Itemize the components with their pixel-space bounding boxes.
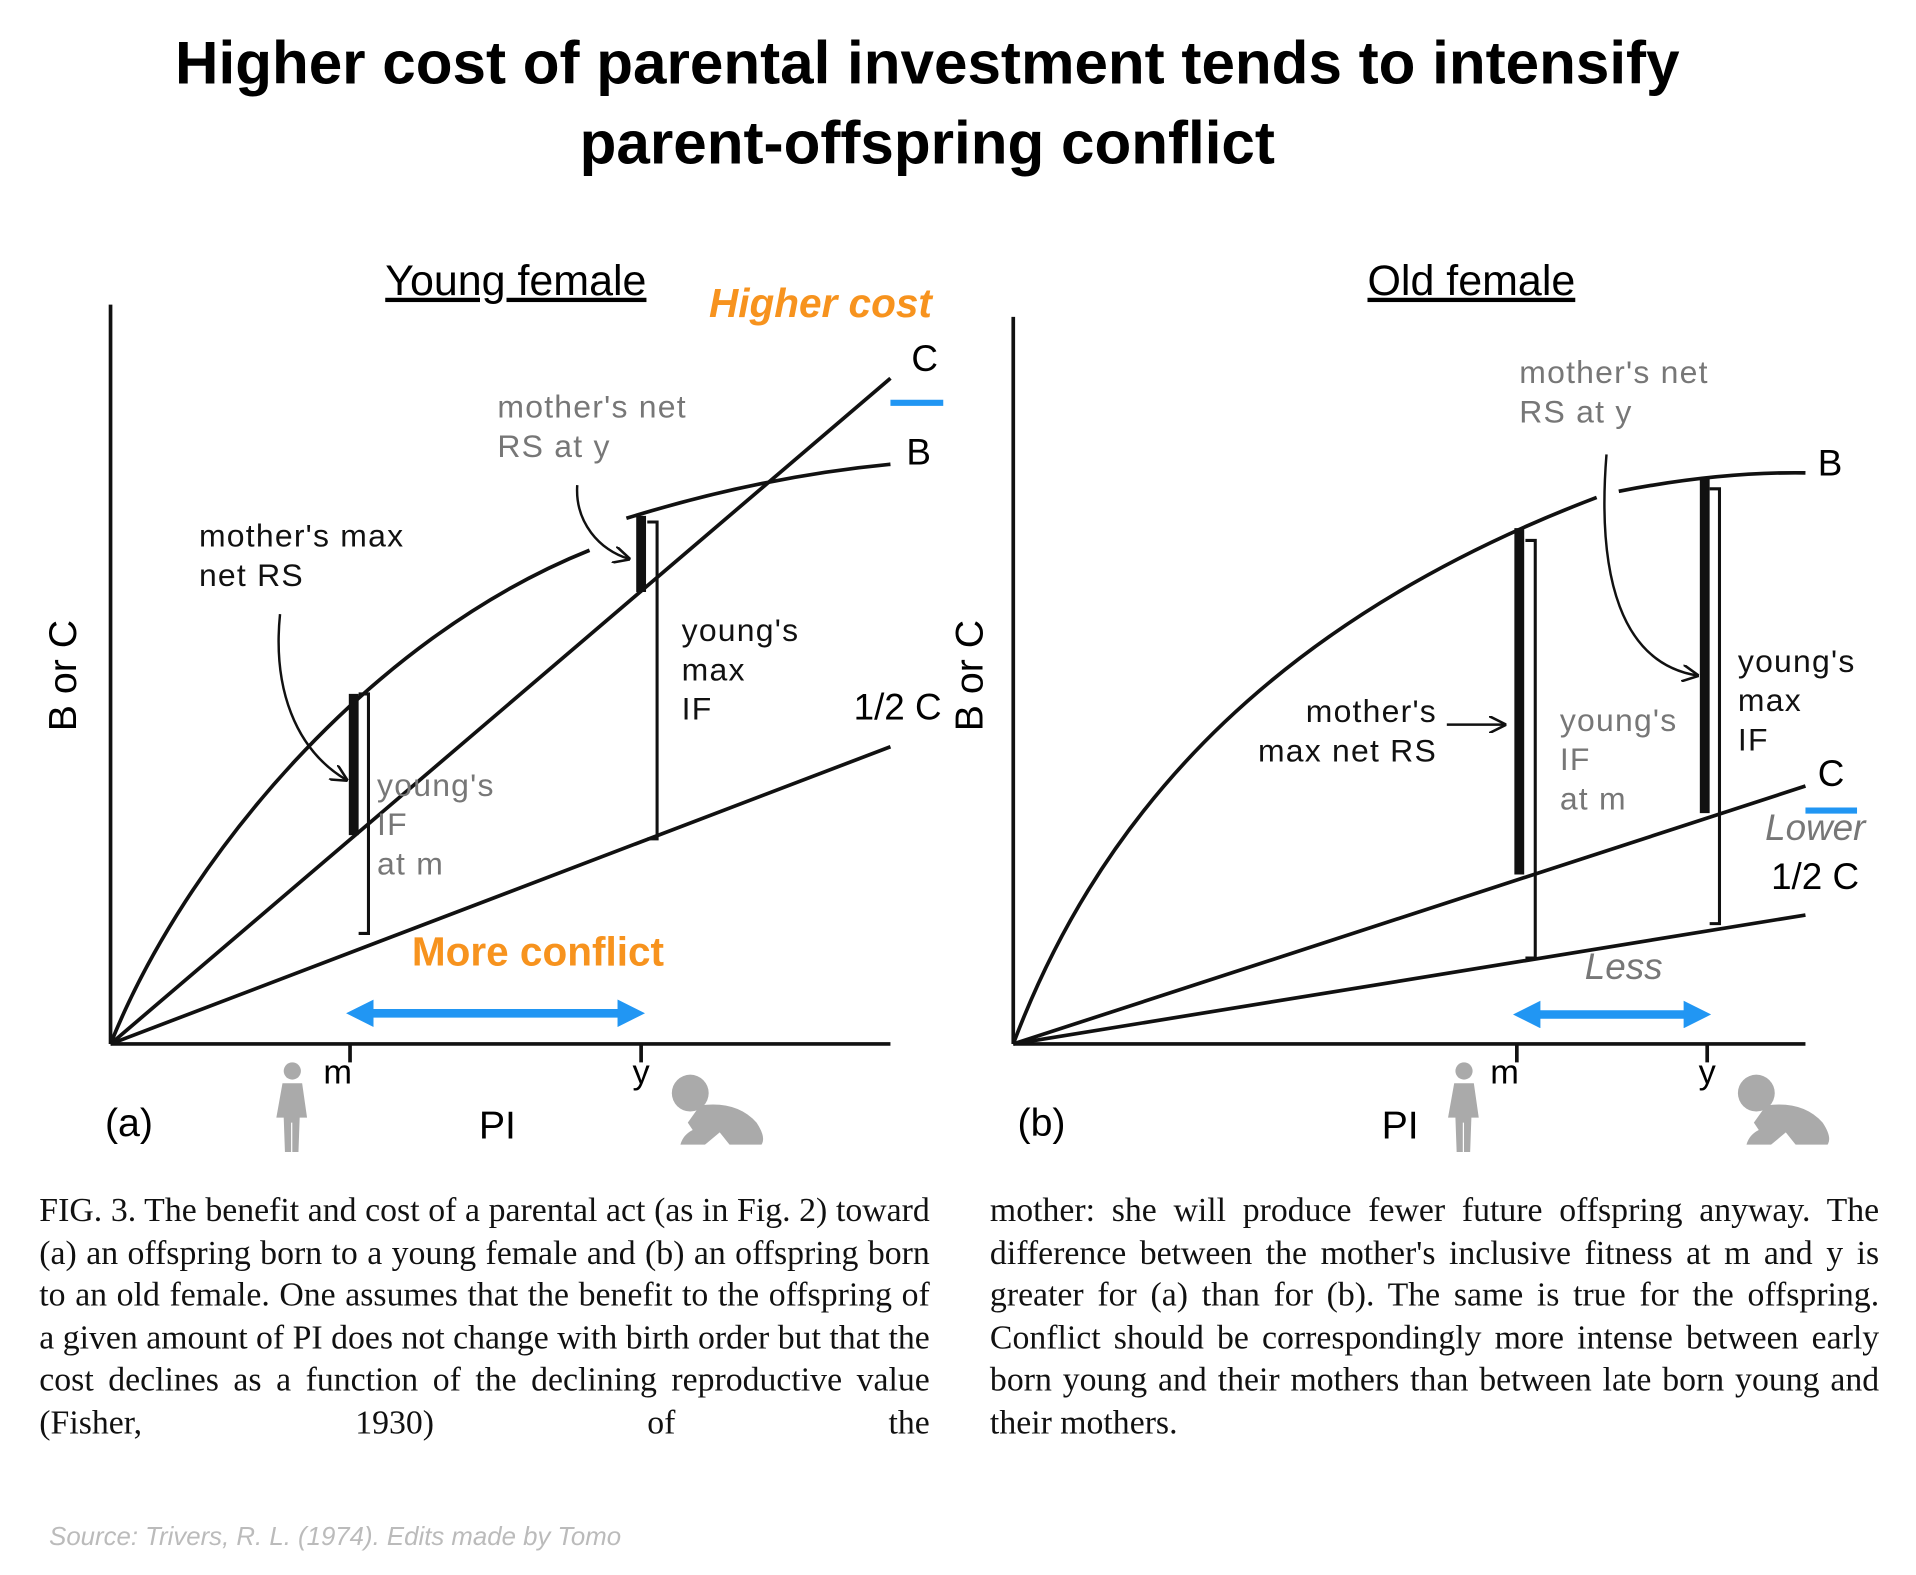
y-axis-label: B or C [948, 620, 992, 731]
x-tick-label: y [1699, 1053, 1717, 1091]
panel-title: Young female [385, 257, 646, 305]
baby-icon [671, 1074, 764, 1145]
caption-column: mother: she will produce fewer future of… [989, 1190, 1880, 1441]
bracket [1525, 538, 1537, 960]
note-line: young's [1738, 643, 1856, 679]
diagram: Higher cost of parental investment tends… [41, 30, 1867, 1153]
cost-note: Lower [1765, 807, 1867, 848]
title-line: Higher cost of parental investment tends… [175, 30, 1680, 97]
bracket [1709, 487, 1722, 926]
pointer-arrow [576, 485, 629, 559]
line-half-c [109, 745, 892, 1046]
conflict-note: Less [1585, 946, 1663, 987]
cost-note: Higher cost [709, 280, 933, 326]
note-line: max net RS [1258, 732, 1437, 768]
curve-label: 1/2 C [1771, 856, 1859, 897]
note-line: at m [1560, 780, 1627, 816]
note-line: RS at y [497, 428, 610, 464]
curve-label: 1/2 C [854, 687, 942, 728]
baby-icon [1737, 1074, 1830, 1145]
panel-label: (a) [105, 1101, 153, 1145]
note-line: mother's max [199, 518, 404, 554]
x-tick-label: m [323, 1053, 352, 1091]
conflict-note: More conflict [412, 928, 664, 974]
woman-icon [276, 1062, 308, 1153]
x-axis-label: PI [479, 1104, 516, 1148]
curve-b [1618, 470, 1806, 494]
note-line: young's [1560, 702, 1678, 738]
note-line: net RS [199, 557, 304, 593]
note-line: young's [682, 612, 800, 648]
note-line: at m [377, 845, 444, 881]
line-half-c [1012, 913, 1806, 1046]
note-line: max [1738, 682, 1802, 718]
y-axis-label: B or C [41, 620, 85, 731]
note-line: IF [682, 691, 713, 727]
curve-b [1011, 495, 1598, 1045]
x-tick-label: m [1490, 1053, 1519, 1091]
woman-icon [1448, 1062, 1479, 1153]
title-line: parent-offspring conflict [580, 109, 1275, 176]
line-c [109, 376, 892, 1046]
pointer-arrow [277, 613, 347, 780]
note-line: RS at y [1519, 394, 1632, 430]
pointer-arrow [1603, 454, 1697, 675]
bracket [647, 520, 659, 841]
note-line: IF [1560, 741, 1591, 777]
curve-label: C [911, 338, 938, 379]
caption-column: FIG. 3. The benefit and cost of a parent… [39, 1190, 930, 1441]
curve-label: B [1818, 442, 1843, 483]
bracket [358, 692, 370, 935]
x-axis-label: PI [1382, 1104, 1419, 1148]
panel-title: Old female [1367, 257, 1575, 305]
note-line: IF [377, 806, 408, 842]
note-line: mother's [1306, 693, 1437, 729]
note-line: max [682, 651, 746, 687]
curve-b [108, 548, 591, 1045]
icons [276, 1062, 1830, 1153]
note-line: mother's net [497, 389, 686, 425]
note-line: mother's net [1519, 354, 1708, 390]
curve-label: C [1818, 753, 1845, 794]
note-line: young's [377, 767, 495, 803]
curve-b [625, 462, 891, 521]
source: Source: Trivers, R. L. (1974). Edits mad… [49, 1522, 622, 1552]
panel-label: (b) [1017, 1101, 1065, 1145]
x-tick-label: y [633, 1053, 651, 1091]
line-c [1012, 784, 1807, 1046]
note-line: IF [1738, 721, 1769, 757]
curve-label: B [906, 431, 931, 472]
